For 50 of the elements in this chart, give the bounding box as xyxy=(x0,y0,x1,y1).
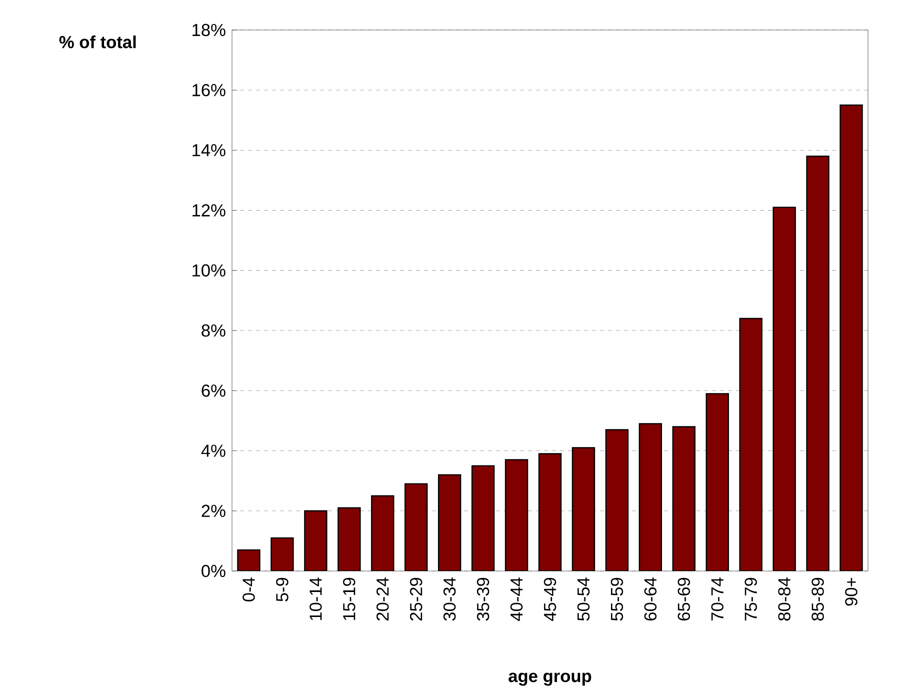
y-tick-label: 0% xyxy=(202,564,226,578)
bar xyxy=(605,429,629,571)
x-tick-label: 0-4 xyxy=(242,578,255,602)
y-tick-label: 10% xyxy=(192,264,226,277)
y-tick-label: 4% xyxy=(201,444,226,457)
bar xyxy=(739,318,762,571)
bar xyxy=(237,549,260,571)
x-tick-label: 45-49 xyxy=(544,578,556,621)
bar xyxy=(672,426,696,571)
x-tick-label: 15-19 xyxy=(343,578,356,620)
x-tick-label: 25-29 xyxy=(410,578,422,620)
x-tick-label: 90+ xyxy=(845,578,858,606)
bar xyxy=(371,495,394,571)
x-tick-label: 30-34 xyxy=(443,578,456,621)
bar xyxy=(806,156,830,571)
bar xyxy=(840,104,863,571)
bar xyxy=(572,447,596,571)
bar xyxy=(304,510,328,571)
x-axis-title: age group xyxy=(508,672,592,686)
x-tick-label: 70-74 xyxy=(711,578,724,620)
x-tick-label: 5-9 xyxy=(276,578,288,602)
x-tick-label: 80-84 xyxy=(778,578,790,621)
x-tick-label: 40-44 xyxy=(510,578,523,621)
x-tick-label: 60-64 xyxy=(644,578,657,620)
x-tick-label: 55-59 xyxy=(610,578,624,621)
y-tick-label: 14% xyxy=(192,144,226,156)
bar xyxy=(504,459,528,571)
x-tick-label: 20-24 xyxy=(376,578,389,620)
x-tick-label: 85-89 xyxy=(812,578,824,621)
bar xyxy=(538,453,562,571)
x-tick-label: 75-79 xyxy=(744,578,757,620)
bar xyxy=(338,507,361,571)
x-tick-label: 50-54 xyxy=(577,578,590,621)
y-tick-label: 18% xyxy=(192,24,226,36)
y-axis-title: % of total xyxy=(59,36,136,48)
x-tick-label: 10-14 xyxy=(310,578,322,620)
y-tick-label: 6% xyxy=(202,384,226,397)
bar xyxy=(706,393,729,571)
bar xyxy=(270,537,294,571)
bar xyxy=(772,206,796,571)
bar xyxy=(471,465,495,571)
y-tick-label: 16% xyxy=(192,84,226,96)
x-tick-label: 65-69 xyxy=(678,578,690,620)
bar xyxy=(638,423,662,571)
y-tick-label: 2% xyxy=(202,504,226,517)
bar xyxy=(438,474,462,571)
y-tick-label: 12% xyxy=(192,204,226,216)
bar xyxy=(404,483,428,571)
x-tick-label: 35-39 xyxy=(476,578,490,621)
y-tick-label: 8% xyxy=(202,324,226,337)
